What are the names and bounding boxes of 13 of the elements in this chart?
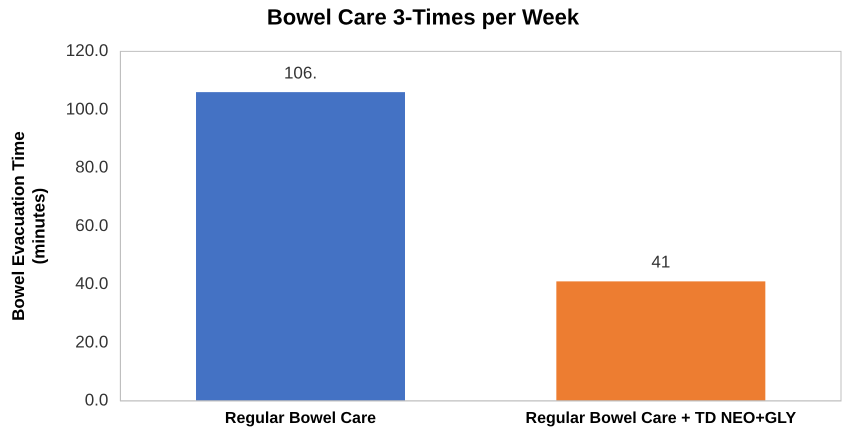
chart-title: Bowel Care 3-Times per Week — [266, 4, 580, 30]
x-tick-label: Regular Bowel Care + TD NEO+GLY — [526, 410, 796, 427]
y-tick-label: 20.0 — [75, 332, 108, 352]
y-tick-label: 60.0 — [75, 216, 108, 235]
y-tick-label: 100.0 — [66, 99, 108, 118]
y-tick-label: 0.0 — [84, 390, 108, 410]
y-tick-label: 120.0 — [66, 41, 108, 60]
x-tick-label: Regular Bowel Care — [224, 410, 376, 427]
y-tick-label: 80.0 — [75, 158, 108, 177]
y-axis-title: Bowel Evacuation Time (minutes) — [8, 131, 48, 321]
y-tick-label: 40.0 — [75, 274, 108, 294]
data-label: 106. — [284, 63, 318, 82]
data-label: 41 — [651, 252, 670, 272]
